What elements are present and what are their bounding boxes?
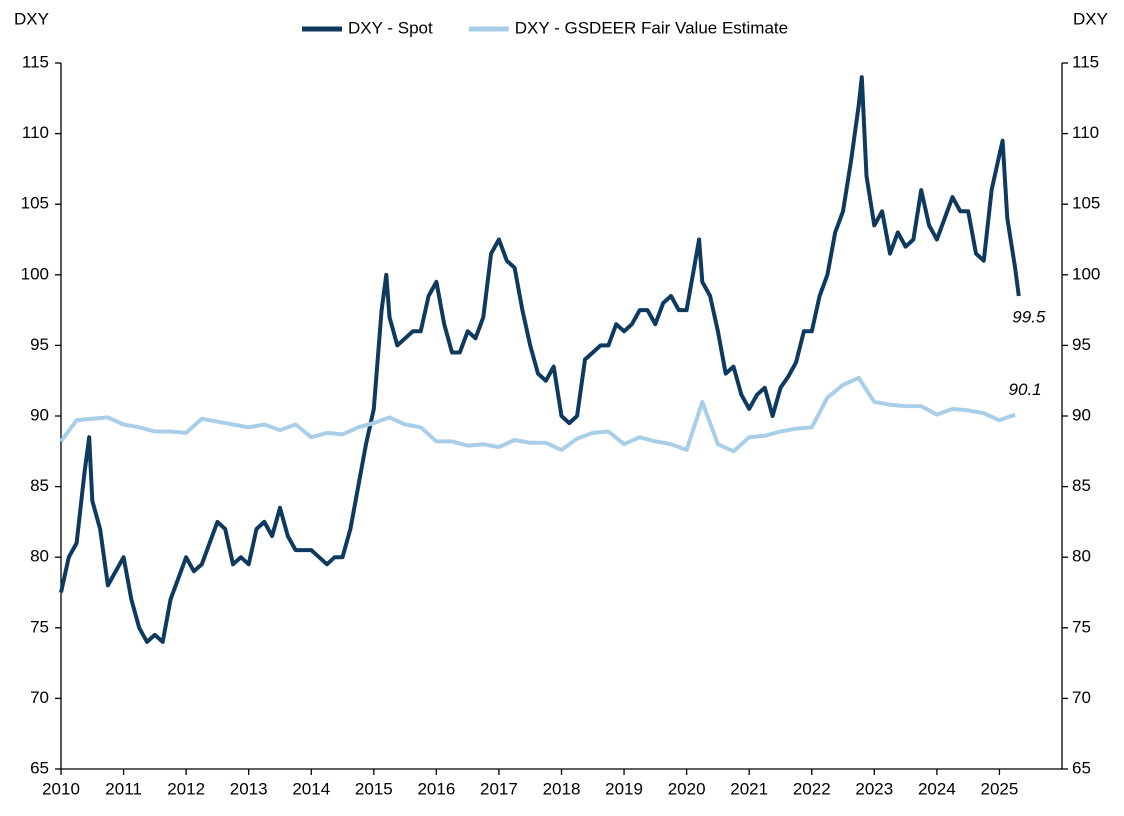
y2-tick-label: 110 [1072, 123, 1099, 142]
y2-tick-label: 95 [1072, 335, 1091, 354]
x-tick-label: 2020 [668, 779, 706, 798]
x-tick-label: 2010 [42, 779, 80, 798]
annotation: 99.5 [1012, 307, 1046, 326]
y2-tick-label: 70 [1072, 688, 1091, 707]
x-tick-label: 2024 [918, 779, 956, 798]
y-tick-label: 105 [21, 194, 49, 213]
y2-tick-label: 85 [1072, 476, 1091, 495]
y-tick-label: 90 [30, 405, 49, 424]
y2-tick-label: 75 [1072, 617, 1091, 636]
y2-tick-label: 80 [1072, 547, 1091, 566]
x-tick-label: 2016 [417, 779, 455, 798]
x-tick-label: 2019 [605, 779, 643, 798]
y2-tick-label: 105 [1072, 194, 1100, 213]
y-tick-label: 75 [30, 617, 49, 636]
y-tick-label: 80 [30, 547, 49, 566]
annotation: 90.1 [1009, 380, 1042, 399]
x-tick-label: 2025 [981, 779, 1019, 798]
legend-label: DXY - GSDEER Fair Value Estimate [515, 18, 788, 37]
y2-axis-label: DXY [1073, 9, 1108, 28]
x-tick-label: 2011 [105, 779, 142, 798]
x-tick-label: 2022 [793, 779, 831, 798]
x-tick-label: 2014 [292, 779, 330, 798]
x-tick-label: 2015 [355, 779, 393, 798]
data-line [59, 75, 1021, 644]
x-tick-label: 2018 [543, 779, 581, 798]
y-tick-label: 110 [22, 123, 49, 142]
data-line [59, 375, 1016, 454]
y2-tick-label: 90 [1072, 405, 1091, 424]
x-tick-label: 2021 [730, 779, 768, 798]
x-tick-label: 2012 [167, 779, 205, 798]
x-tick-label: 2017 [480, 779, 518, 798]
y-tick-label: 100 [21, 264, 49, 283]
y-tick-label: 85 [30, 476, 49, 495]
y-tick-label: 65 [30, 758, 49, 777]
x-tick-label: 2023 [855, 779, 893, 798]
x-tick-label: 2013 [230, 779, 268, 798]
legend-label: DXY - Spot [348, 18, 433, 37]
y-tick-label: 95 [30, 335, 49, 354]
y-tick-label: 70 [30, 688, 49, 707]
y2-tick-label: 65 [1072, 758, 1091, 777]
y2-tick-label: 100 [1072, 264, 1100, 283]
y2-tick-label: 115 [1072, 52, 1099, 71]
y-axis-label: DXY [14, 9, 49, 28]
y-tick-label: 115 [22, 52, 49, 71]
